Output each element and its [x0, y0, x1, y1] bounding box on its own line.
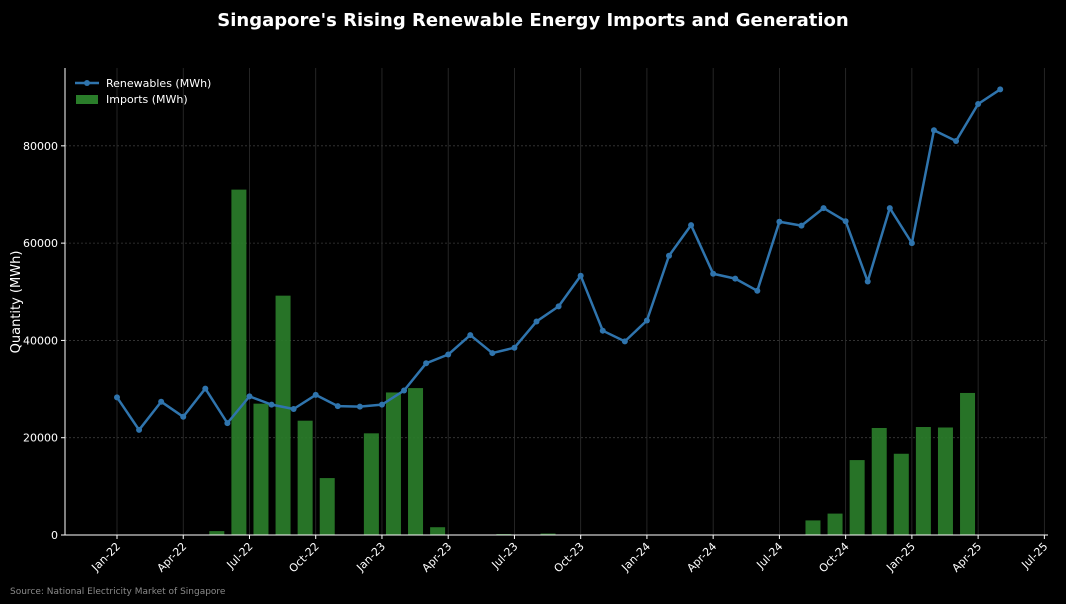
import-bar	[385, 392, 401, 535]
import-bar	[540, 533, 556, 535]
renewables-point	[246, 393, 253, 400]
grid-layer	[65, 68, 1048, 536]
y-axis-label: Quantity (MWh)	[9, 251, 24, 354]
import-bar	[893, 453, 909, 535]
renewables-point	[224, 420, 231, 427]
import-bar	[408, 388, 424, 535]
renewables-point	[997, 86, 1004, 93]
renewables-point	[378, 401, 385, 408]
import-bar	[827, 513, 843, 535]
renewables-point	[533, 318, 540, 325]
renewables-point	[776, 218, 783, 225]
import-bar	[430, 527, 446, 535]
import-bar	[960, 392, 976, 535]
renewables-point	[312, 391, 319, 398]
renewables-point	[621, 338, 628, 345]
renewables-point	[864, 278, 871, 285]
import-bar	[849, 460, 865, 535]
renewables-point	[268, 401, 275, 408]
renewables-point	[489, 350, 496, 357]
renewables-point	[710, 270, 717, 277]
renewables-point	[820, 205, 827, 212]
y-tick-label: 80000	[23, 140, 58, 153]
renewables-point	[356, 403, 363, 410]
import-bar	[275, 295, 291, 535]
import-bar	[915, 427, 931, 535]
renewables-point	[114, 394, 120, 401]
chart-title: Singapore's Rising Renewable Energy Impo…	[217, 10, 848, 31]
renewables-point	[886, 205, 893, 212]
renewables-point	[290, 406, 297, 413]
import-bar	[253, 403, 269, 535]
legend-line-marker	[84, 80, 90, 86]
renewables-point	[688, 222, 695, 229]
bars-layer	[209, 189, 976, 536]
renewables-point	[666, 252, 672, 259]
renewables-point	[975, 100, 982, 107]
y-tick-label: 20000	[23, 432, 58, 445]
import-bar	[937, 427, 953, 535]
import-bar	[209, 531, 225, 535]
renewables-point	[158, 398, 165, 405]
renewables-point	[401, 387, 408, 394]
legend-label-renewables: Renewables (MWh)	[106, 77, 211, 90]
import-bar	[319, 478, 335, 535]
renewables-point	[930, 127, 937, 134]
line-layer	[114, 86, 1004, 433]
renewables-point	[599, 327, 606, 334]
renewables-point	[334, 403, 341, 410]
renewables-point	[423, 360, 430, 367]
y-tick-label: 60000	[23, 237, 58, 250]
import-bar	[297, 420, 313, 535]
renewables-point	[445, 351, 452, 358]
renewables-point	[180, 413, 187, 420]
renewables-point	[555, 303, 562, 310]
y-tick-label: 40000	[23, 334, 58, 347]
import-bar	[805, 520, 821, 535]
renewables-point	[953, 137, 960, 144]
legend: Renewables (MWh) Imports (MWh)	[75, 77, 211, 106]
renewables-point	[467, 332, 474, 339]
renewables-point	[908, 240, 915, 247]
import-bar	[363, 433, 379, 535]
renewables-point	[798, 222, 805, 229]
legend-label-imports: Imports (MWh)	[106, 93, 188, 106]
renewables-point	[577, 272, 584, 279]
renewables-point	[136, 426, 143, 433]
renewables-point	[732, 275, 739, 282]
renewables-point	[202, 385, 209, 392]
renewables-point	[754, 287, 761, 294]
y-tick-label: 0	[51, 529, 58, 542]
renewables-point	[842, 218, 849, 225]
source-note: Source: National Electricity Market of S…	[10, 587, 226, 597]
import-bar	[231, 189, 247, 536]
legend-bar-swatch	[76, 95, 98, 104]
import-bar	[871, 427, 887, 535]
renewables-point	[643, 317, 650, 324]
renewables-point	[511, 344, 518, 351]
